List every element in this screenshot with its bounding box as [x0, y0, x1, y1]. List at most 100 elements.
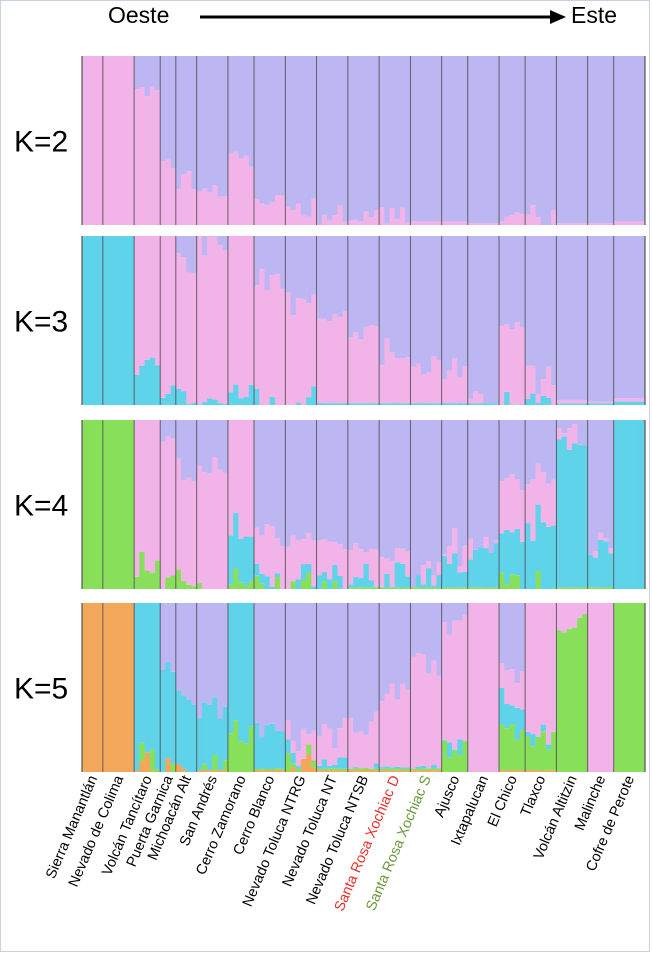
bar-segment-pink	[149, 86, 156, 225]
bar-segment-pink	[399, 358, 406, 404]
bar-segment-cyan	[154, 365, 161, 405]
bar-segment-pink	[592, 550, 599, 558]
bar-segment-pink	[217, 196, 224, 225]
bar-segment-orange	[264, 770, 270, 772]
bar-segment-lavender	[196, 420, 203, 466]
bar-segment-cyan	[201, 402, 208, 405]
bar-segment-lavender	[551, 420, 557, 480]
bar-segment-green	[379, 768, 385, 771]
bar-segment-lavender	[280, 236, 286, 289]
bar-segment-lavender	[165, 420, 171, 437]
bar-segment-green	[394, 768, 401, 771]
bar-segment-lavender	[618, 236, 625, 399]
bar-segment-cyan	[254, 723, 260, 770]
bar-segment-lavender	[561, 420, 568, 434]
bar-segment-pink	[535, 603, 542, 737]
bar-segment-pink	[509, 669, 515, 706]
bar-segment-lavender	[556, 236, 562, 400]
bar-segment-pink	[196, 236, 203, 405]
bar-segment-pink	[379, 365, 385, 404]
bar-segment-green	[332, 581, 338, 589]
bar-segment-pink	[399, 683, 406, 768]
bar-segment-cyan	[212, 697, 218, 756]
bar-segment-cyan	[592, 403, 599, 405]
bar-segment-lavender	[207, 603, 213, 705]
bar-segment-cyan	[347, 403, 354, 405]
bar-segment-green	[373, 768, 380, 771]
bar-segment-cyan	[389, 586, 396, 588]
bar-segment-lavender	[342, 420, 349, 550]
bar-segment-cyan	[420, 584, 427, 588]
bar-segment-pink	[504, 670, 510, 704]
bar-segment-pink	[149, 236, 156, 358]
bar-segment-pink	[269, 202, 276, 225]
bar-segment-lavender	[504, 56, 510, 217]
bar-segment-pink	[300, 728, 307, 759]
bar-segment-lavender	[478, 236, 484, 394]
bar-segment-pink	[191, 481, 197, 587]
bar-segment-lavender	[300, 420, 307, 540]
bar-segment-pink	[629, 398, 635, 402]
bar-segment-pink	[347, 550, 354, 585]
bar-segment-cyan	[175, 690, 182, 765]
bar-segment-cyan	[248, 537, 255, 582]
bar-segment-cyan	[337, 757, 343, 769]
bar-segment-pink	[316, 736, 323, 766]
bar-segment-orange	[207, 770, 213, 772]
bar-segment-pink	[207, 473, 213, 589]
bar-segment-green	[535, 571, 542, 589]
bar-segment-pink	[525, 484, 531, 524]
bar-segment-pink	[321, 214, 328, 225]
bar-segment-lavender	[264, 56, 270, 205]
bar-segment-cyan	[327, 403, 333, 405]
bar-segment-orange	[321, 770, 328, 772]
bar-segment-lavender	[446, 56, 453, 222]
bar-segment-lavender	[181, 420, 187, 481]
bar-segment-green	[394, 587, 401, 589]
bar-segment-cyan	[535, 504, 542, 572]
bar-segment-cyan	[519, 404, 526, 405]
bar-segment-pink	[243, 155, 250, 225]
bar-segment-cyan	[415, 575, 422, 588]
bar-segment-pink	[462, 614, 469, 742]
bar-segment-lavender	[545, 56, 552, 225]
bar-segment-pink	[353, 219, 359, 225]
bar-segment-lavender	[342, 603, 349, 718]
bar-segment-pink	[587, 401, 594, 404]
bar-segment-green	[509, 724, 515, 771]
bar-segment-pink	[462, 366, 469, 404]
bar-segment-pink	[274, 195, 281, 225]
bar-segment-green	[556, 587, 562, 589]
bar-segment-green	[243, 743, 250, 772]
bar-segment-pink	[342, 221, 349, 225]
bar-segment-lavender	[598, 420, 604, 533]
bar-segment-cyan	[269, 586, 276, 589]
bar-segment-cyan	[217, 403, 224, 405]
bar-segment-orange	[363, 770, 370, 772]
bar-segment-lavender	[436, 56, 442, 222]
bar-segment-orange	[87, 603, 93, 772]
bar-segment-lavender	[196, 603, 203, 718]
bar-segment-pink	[472, 603, 479, 772]
bar-segment-green	[587, 587, 594, 589]
bar-segment-orange	[399, 770, 406, 772]
bar-segment-cyan	[175, 388, 182, 405]
bar-segment-pink	[457, 566, 463, 573]
bar-segment-cyan	[233, 603, 239, 721]
bar-segment-green	[139, 742, 145, 762]
bar-segment-lavender	[639, 56, 646, 222]
east-label: Este	[571, 2, 617, 28]
bar-segment-lavender	[566, 236, 573, 400]
bar-segment-pink	[108, 56, 114, 225]
bar-segment-green	[618, 603, 625, 772]
bar-segment-pink	[337, 205, 343, 225]
bar-segment-pink	[186, 477, 192, 585]
bar-segment-lavender	[540, 56, 547, 225]
bar-segment-lavender	[410, 236, 416, 367]
bar-segment-lavender	[519, 56, 526, 215]
bar-segment-cyan	[577, 403, 583, 405]
bar-segment-pink	[519, 671, 526, 710]
bar-segment-lavender	[264, 603, 270, 726]
bar-segment-green	[504, 584, 510, 589]
